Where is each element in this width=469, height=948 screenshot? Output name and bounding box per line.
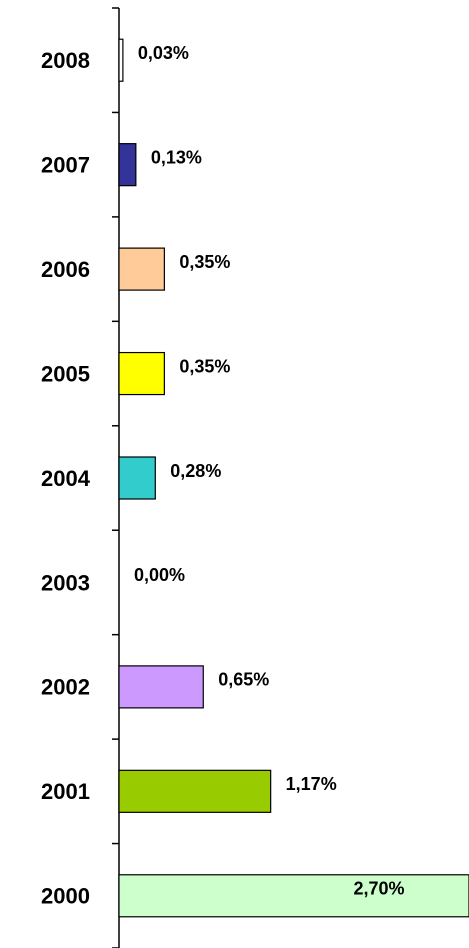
value-label: 0,13%: [151, 147, 202, 167]
bar: [118, 143, 137, 187]
y-tick-label: 2002: [41, 675, 90, 700]
value-label: 0,28%: [170, 461, 221, 481]
y-tick-label: 2008: [41, 48, 90, 73]
bar: [118, 247, 165, 291]
y-tick-label: 2004: [41, 466, 91, 491]
y-tick-label: 2006: [41, 257, 90, 282]
bar: [118, 665, 204, 709]
y-tick-label: 2007: [41, 152, 90, 177]
value-label: 0,03%: [138, 43, 189, 63]
value-label: 0,65%: [218, 670, 269, 690]
y-tick-label: 2003: [41, 570, 90, 595]
bar: [118, 351, 165, 396]
bar: [118, 769, 272, 813]
value-label: 0,00%: [134, 565, 185, 585]
value-label: 0,35%: [179, 252, 230, 272]
bar: [118, 874, 469, 918]
value-label: 0,35%: [179, 356, 230, 376]
y-tick-label: 2000: [41, 884, 90, 909]
y-tick-label: 2005: [41, 361, 90, 386]
value-label: 2,70%: [353, 879, 404, 899]
value-label: 1,17%: [286, 774, 337, 794]
bar: [118, 38, 124, 82]
y-tick-label: 2001: [41, 779, 90, 804]
bar: [118, 456, 156, 500]
